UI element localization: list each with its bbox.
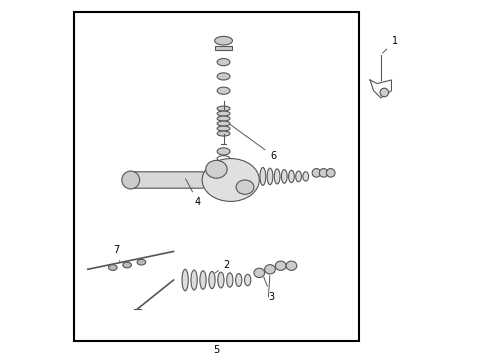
Ellipse shape (191, 270, 197, 290)
Ellipse shape (217, 148, 230, 155)
Ellipse shape (217, 87, 230, 94)
Ellipse shape (109, 265, 117, 270)
Ellipse shape (260, 167, 266, 185)
Ellipse shape (380, 88, 389, 97)
Text: 5: 5 (213, 345, 220, 355)
Ellipse shape (217, 121, 230, 126)
Ellipse shape (217, 131, 230, 136)
FancyBboxPatch shape (215, 46, 232, 50)
Ellipse shape (202, 158, 259, 202)
Ellipse shape (326, 168, 335, 177)
Bar (74, 12, 359, 341)
Ellipse shape (217, 106, 230, 111)
Ellipse shape (217, 126, 230, 131)
Text: 7: 7 (113, 245, 120, 262)
Ellipse shape (296, 171, 301, 182)
Ellipse shape (319, 168, 328, 177)
Ellipse shape (265, 265, 275, 274)
Text: 6: 6 (230, 125, 276, 161)
Ellipse shape (217, 73, 230, 80)
Ellipse shape (215, 36, 232, 45)
FancyBboxPatch shape (129, 172, 204, 188)
Ellipse shape (209, 271, 215, 289)
Ellipse shape (217, 59, 230, 66)
Ellipse shape (137, 259, 146, 265)
Ellipse shape (200, 271, 206, 289)
Ellipse shape (122, 171, 140, 189)
Ellipse shape (245, 274, 251, 286)
Ellipse shape (236, 274, 242, 287)
Text: 1: 1 (383, 36, 397, 53)
Ellipse shape (289, 170, 294, 183)
Text: 4: 4 (186, 179, 201, 207)
Text: 2: 2 (215, 260, 230, 273)
Ellipse shape (227, 273, 233, 287)
Ellipse shape (286, 261, 297, 270)
Ellipse shape (182, 269, 188, 291)
Ellipse shape (254, 268, 265, 278)
Ellipse shape (274, 169, 280, 184)
Ellipse shape (206, 160, 227, 178)
Ellipse shape (281, 170, 287, 183)
Ellipse shape (123, 262, 131, 268)
Ellipse shape (312, 168, 321, 177)
Ellipse shape (236, 180, 254, 194)
Ellipse shape (275, 261, 286, 270)
Ellipse shape (217, 116, 230, 121)
Ellipse shape (267, 168, 273, 185)
Ellipse shape (303, 172, 309, 181)
Ellipse shape (217, 111, 230, 116)
Ellipse shape (218, 272, 224, 288)
Text: 3: 3 (264, 277, 274, 302)
